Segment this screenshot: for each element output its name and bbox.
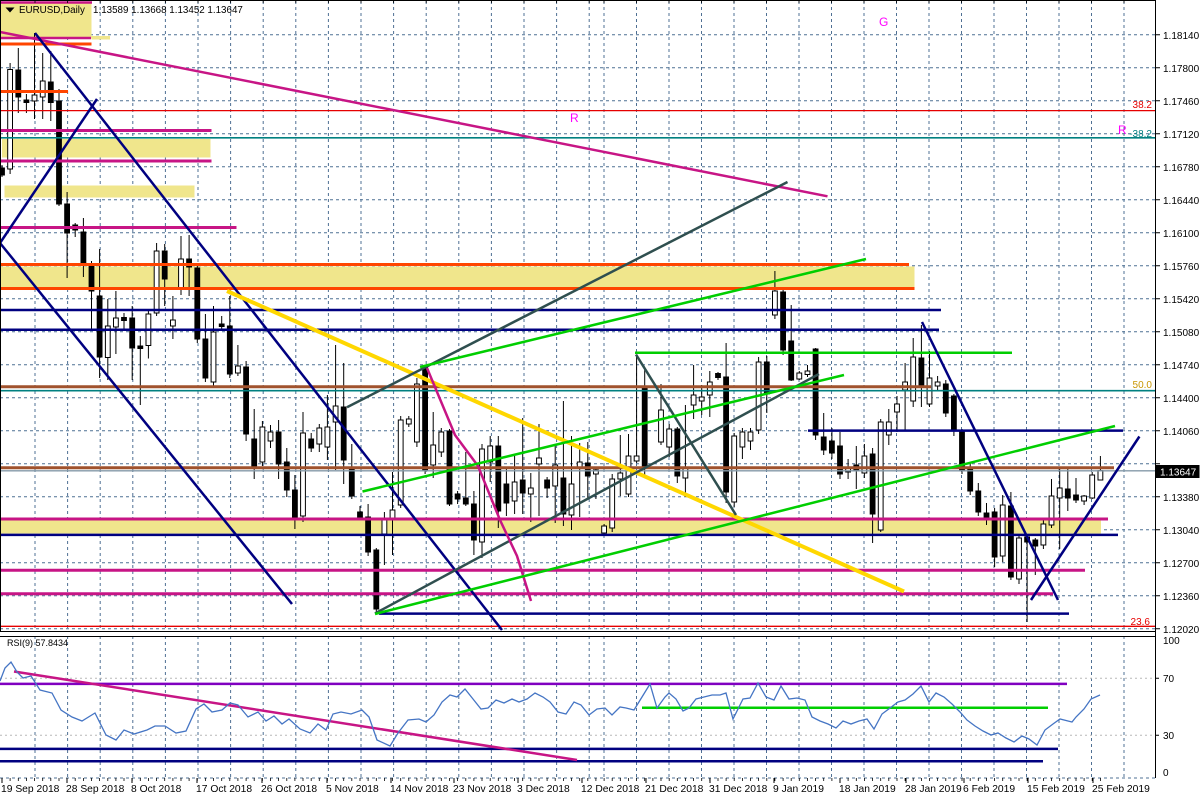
svg-text:1.12020: 1.12020 — [1163, 625, 1200, 636]
svg-text:18 Jan 2019: 18 Jan 2019 — [839, 784, 896, 795]
svg-text:70: 70 — [1163, 674, 1175, 685]
svg-text:38.2: 38.2 — [1133, 100, 1153, 111]
svg-text:1.14400: 1.14400 — [1163, 394, 1200, 405]
svg-text:30: 30 — [1163, 731, 1175, 742]
svg-text:G: G — [879, 15, 888, 29]
svg-text:R: R — [1118, 123, 1127, 137]
svg-text:28 Jan 2019: 28 Jan 2019 — [905, 784, 962, 795]
svg-text:8 Oct 2018: 8 Oct 2018 — [131, 784, 182, 795]
svg-text:15 Feb 2019: 15 Feb 2019 — [1027, 784, 1085, 795]
svg-text:1.17460: 1.17460 — [1163, 97, 1200, 108]
svg-text:100: 100 — [1163, 636, 1180, 647]
svg-text:1.13040: 1.13040 — [1163, 526, 1200, 537]
svg-text:31 Dec 2018: 31 Dec 2018 — [709, 784, 768, 795]
svg-text:RSI(9) 57.8434: RSI(9) 57.8434 — [7, 638, 68, 648]
svg-text:3 Dec 2018: 3 Dec 2018 — [517, 784, 570, 795]
svg-text:28 Sep 2018: 28 Sep 2018 — [66, 784, 125, 795]
svg-text:1.14740: 1.14740 — [1163, 361, 1200, 372]
svg-text:9 Jan 2019: 9 Jan 2019 — [773, 784, 824, 795]
svg-text:12 Dec 2018: 12 Dec 2018 — [581, 784, 640, 795]
svg-text:50.0: 50.0 — [1133, 380, 1153, 391]
svg-text:1.17800: 1.17800 — [1163, 64, 1200, 75]
svg-text:14 Nov 2018: 14 Nov 2018 — [390, 784, 449, 795]
svg-text:-38.2: -38.2 — [1129, 129, 1152, 140]
svg-text:21 Dec 2018: 21 Dec 2018 — [645, 784, 704, 795]
svg-text:1.12360: 1.12360 — [1163, 592, 1200, 603]
svg-text:1.16780: 1.16780 — [1163, 163, 1200, 174]
svg-text:17 Oct 2018: 17 Oct 2018 — [196, 784, 252, 795]
svg-text:1.17120: 1.17120 — [1163, 130, 1200, 141]
svg-text:1.16100: 1.16100 — [1163, 229, 1200, 240]
svg-text:5 Nov 2018: 5 Nov 2018 — [326, 784, 379, 795]
svg-text:6 Feb 2019: 6 Feb 2019 — [963, 784, 1015, 795]
svg-text:0: 0 — [1163, 768, 1169, 779]
svg-text:23.6: 23.6 — [1131, 617, 1151, 628]
svg-text:1.15760: 1.15760 — [1163, 262, 1200, 273]
svg-text:1.12700: 1.12700 — [1163, 559, 1200, 570]
svg-text:23 Nov 2018: 23 Nov 2018 — [453, 784, 512, 795]
svg-text:R: R — [570, 111, 579, 125]
svg-text:EURUSD,Daily 1.13589 1.13668: EURUSD,Daily 1.13589 1.13668 1.13452 1.1… — [19, 5, 243, 16]
svg-text:1.13647: 1.13647 — [1160, 468, 1197, 479]
svg-text:1.14060: 1.14060 — [1163, 427, 1200, 438]
svg-text:1.15080: 1.15080 — [1163, 328, 1200, 339]
svg-text:26 Oct 2018: 26 Oct 2018 — [261, 784, 317, 795]
svg-text:1.16440: 1.16440 — [1163, 196, 1200, 207]
svg-text:1.13380: 1.13380 — [1163, 493, 1200, 504]
svg-text:25 Feb 2019: 25 Feb 2019 — [1092, 784, 1150, 795]
svg-text:1.18140: 1.18140 — [1163, 31, 1200, 42]
svg-text:19 Sep 2018: 19 Sep 2018 — [1, 784, 60, 795]
svg-text:1.15420: 1.15420 — [1163, 295, 1200, 306]
